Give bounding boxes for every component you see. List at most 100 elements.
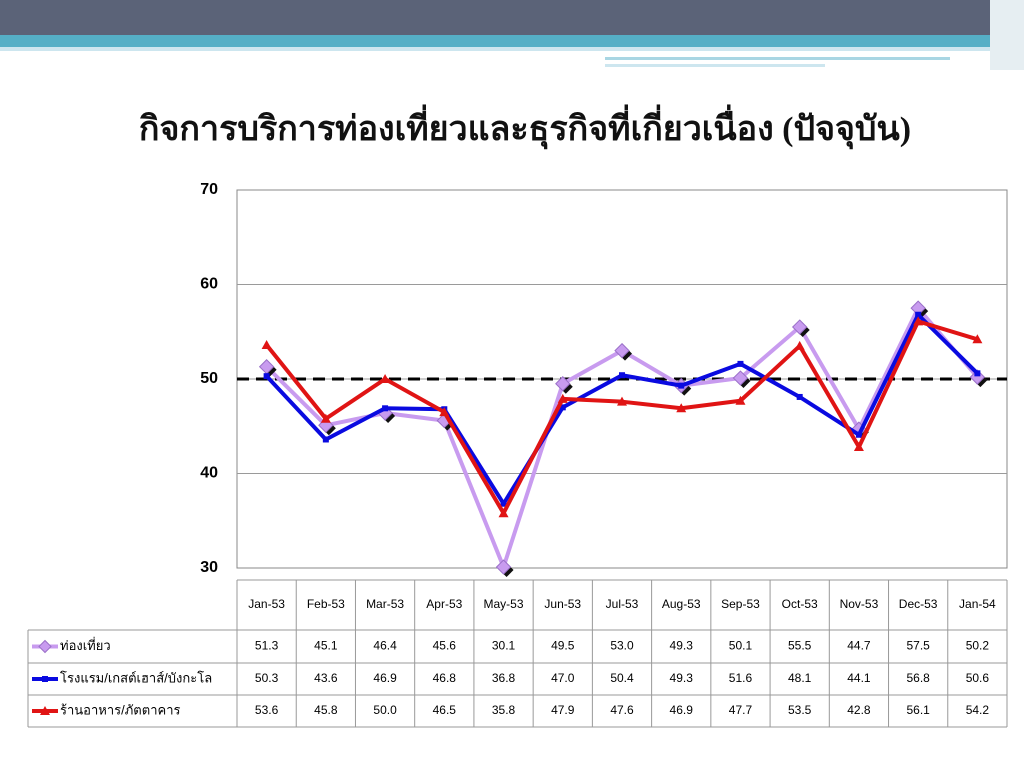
table-value: 51.6	[729, 671, 753, 685]
table-value: 49.3	[670, 671, 694, 685]
legend-marker	[42, 676, 48, 682]
header-stripe	[0, 35, 1024, 47]
x-tick-label: Sep-53	[721, 597, 760, 611]
table-value: 50.3	[255, 671, 279, 685]
table-value: 49.5	[551, 639, 575, 653]
table-value: 50.2	[966, 639, 990, 653]
point-marker	[320, 413, 331, 423]
table-value: 47.7	[729, 703, 753, 717]
point-marker	[555, 376, 571, 392]
point-marker	[791, 319, 808, 335]
legend-label: โรงแรม/เกสต์เฮาส์/บังกะโล	[60, 670, 212, 685]
header-corner	[990, 0, 1024, 70]
x-tick-label: Jun-53	[544, 597, 581, 611]
table-value: 46.4	[373, 639, 397, 653]
point-marker	[915, 311, 922, 318]
x-tick-label: May-53	[484, 597, 524, 611]
table-value: 55.5	[788, 639, 812, 653]
header-line	[605, 57, 950, 60]
table-value: 50.1	[729, 639, 753, 653]
legend-marker	[40, 706, 50, 715]
table-value: 30.1	[492, 639, 516, 653]
table-value: 43.6	[314, 671, 338, 685]
point-marker	[500, 500, 507, 507]
point-marker	[969, 369, 986, 385]
table-value: 35.8	[492, 703, 516, 717]
table-value: 44.7	[847, 639, 871, 653]
table-value: 57.5	[906, 639, 930, 653]
x-tick-label: Oct-53	[782, 597, 818, 611]
table-value: 48.1	[788, 671, 812, 685]
table-value: 53.5	[788, 703, 812, 717]
point-marker	[263, 373, 270, 380]
x-tick-label: Apr-53	[426, 597, 462, 611]
table-value: 45.6	[433, 639, 457, 653]
point-marker	[614, 342, 630, 359]
point-marker	[794, 340, 805, 350]
x-tick-label: Feb-53	[307, 597, 345, 611]
point-marker	[855, 431, 862, 438]
point-marker	[559, 404, 566, 411]
table-value: 45.8	[314, 703, 338, 717]
table-value: 47.9	[551, 703, 575, 717]
table-value: 50.4	[610, 671, 634, 685]
point-marker	[495, 559, 512, 575]
y-tick-label: 70	[200, 181, 218, 198]
legend-marker	[38, 639, 52, 654]
y-tick-label: 30	[200, 559, 218, 576]
table-value: 51.3	[255, 639, 279, 653]
table-value: 46.8	[433, 671, 457, 685]
point-marker	[678, 382, 685, 389]
point-marker	[261, 339, 272, 349]
table-value: 49.3	[670, 639, 694, 653]
point-marker	[974, 370, 981, 377]
y-tick-label: 50	[200, 370, 218, 387]
table-value: 44.1	[847, 671, 871, 685]
header-stripe-light	[0, 47, 1024, 51]
table-value: 50.0	[373, 703, 397, 717]
chart-title: กิจการบริการท่องเที่ยวและธุรกิจที่เกี่ยว…	[139, 104, 911, 150]
table-value: 46.9	[670, 703, 694, 717]
x-tick-label: Jan-54	[959, 597, 996, 611]
y-tick-label: 40	[200, 465, 218, 482]
point-marker	[735, 395, 746, 405]
table-value: 42.8	[847, 703, 871, 717]
point-marker	[557, 393, 568, 403]
point-marker	[732, 370, 749, 386]
point-marker	[382, 405, 389, 412]
point-marker	[617, 396, 627, 406]
header-line	[605, 64, 825, 67]
point-marker	[380, 374, 391, 383]
x-tick-label: Aug-53	[662, 597, 701, 611]
table-value: 53.0	[610, 639, 634, 653]
table-value: 56.8	[906, 671, 930, 685]
table-value: 54.2	[966, 703, 990, 717]
legend-label: ร้านอาหาร/ภัตตาคาร	[60, 702, 180, 717]
point-marker	[322, 436, 329, 443]
x-tick-label: Dec-53	[899, 597, 938, 611]
point-marker	[676, 403, 687, 413]
table-value: 50.6	[966, 671, 990, 685]
y-tick-label: 60	[200, 276, 218, 293]
header-band	[0, 0, 1024, 35]
point-marker	[619, 372, 625, 379]
x-tick-label: Jul-53	[606, 597, 639, 611]
point-marker	[498, 508, 509, 518]
point-marker	[796, 393, 803, 400]
table-value: 45.1	[314, 639, 338, 653]
legend-label: ท่องเที่ยว	[60, 637, 111, 653]
table-value: 47.0	[551, 671, 575, 685]
x-tick-label: Mar-53	[366, 597, 404, 611]
x-tick-label: Jan-53	[248, 597, 285, 611]
point-marker	[913, 316, 924, 326]
point-marker	[972, 334, 983, 344]
table-value: 46.5	[433, 703, 457, 717]
x-tick-label: Nov-53	[840, 597, 879, 611]
table-value: 53.6	[255, 703, 279, 717]
table-value: 46.9	[373, 671, 397, 685]
point-marker	[737, 360, 744, 367]
table-value: 36.8	[492, 671, 516, 685]
point-marker	[853, 442, 864, 452]
point-marker	[439, 407, 450, 417]
